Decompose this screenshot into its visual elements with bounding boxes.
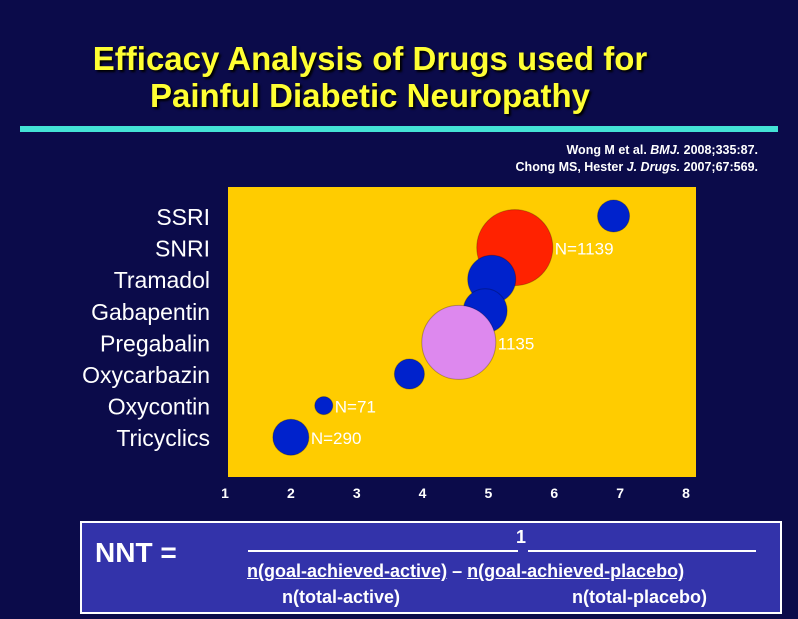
x-tick-1: 1 [221,485,229,501]
reference-2-journal: J. Drugs. [626,160,681,174]
category-label-tricyclics: Tricyclics [116,425,210,451]
title-line-1: Efficacy Analysis of Drugs used for [92,40,648,77]
category-labels: SSRI SNRI Tramadol Gabapentin Pregabalin Oxyc… [82,204,210,451]
title-line-2: Painful Diabetic Neuropathy [149,77,591,114]
reference-1: Wong M et al. BMJ. 2008;335:87. [516,142,758,159]
x-tick-6: 6 [550,485,558,501]
page-title: Efficacy Analysis of Drugs used for Pain… [0,40,740,114]
reference-2-authors: Chong MS, Hester [515,160,627,174]
category-label-gabapentin: Gabapentin [91,299,210,325]
x-tick-5: 5 [485,485,493,501]
category-label-ssri: SSRI [156,204,210,230]
fraction-bar-left [248,550,518,552]
point-label-snri: N=1139 [555,240,614,259]
references: Wong M et al. BMJ. 2008;335:87. Chong MS… [516,142,758,176]
bubble-oxycarbazin [393,358,425,390]
category-label-oxycontin: Oxycontin [108,394,210,420]
bubble-oxycontin [314,396,334,416]
numerator: 1 [516,527,527,547]
x-tick-4: 4 [419,485,427,501]
category-label-pregabalin: Pregabalin [100,330,210,356]
reference-1-journal: BMJ. [650,143,681,157]
point-labels: N=1139 1135 N=71 N=290 [311,240,614,449]
x-tick-2: 2 [287,485,295,501]
nnt-formula-box: NNT = 1 n(goal-achieved-active) – n(goal… [80,521,782,614]
point-label-oxycontin: N=71 [335,398,376,417]
category-label-oxycarbazin: Oxycarbazin [82,362,210,388]
nnt-label: NNT = [95,537,177,568]
category-label-tramadol: Tramadol [114,267,210,293]
active-achieved: n(goal-achieved-active) [247,561,448,581]
title-divider [20,126,778,132]
reference-1-authors: Wong M et al. [566,143,651,157]
x-tick-8: 8 [682,485,690,501]
reference-2-citation: 2007;67:569. [680,160,758,174]
fraction-bar-right [528,550,756,552]
x-tick-3: 3 [353,485,361,501]
bubble-ssri [597,199,631,233]
minus-sign: – [447,561,468,581]
x-tick-labels: 1 2 3 4 5 6 7 8 [221,485,690,501]
reference-1-citation: 2008;335:87. [680,143,758,157]
reference-2: Chong MS, Hester J. Drugs. 2007;67:569. [516,159,758,176]
placebo-total: n(total-placebo) [572,587,707,607]
point-label-tricyclics: N=290 [311,429,362,448]
denominator-top: n(goal-achieved-active) – n(goal-achieve… [247,561,684,582]
bubbles [272,199,631,456]
category-label-snri: SNRI [155,236,210,262]
x-tick-7: 7 [616,485,624,501]
bubble-tricyclics [272,418,310,456]
bubble-pregabalin [421,304,497,380]
active-total: n(total-active) [282,587,401,607]
point-label-pregabalin: 1135 [498,334,535,353]
placebo-achieved: n(goal-achieved-placebo) [467,561,685,581]
